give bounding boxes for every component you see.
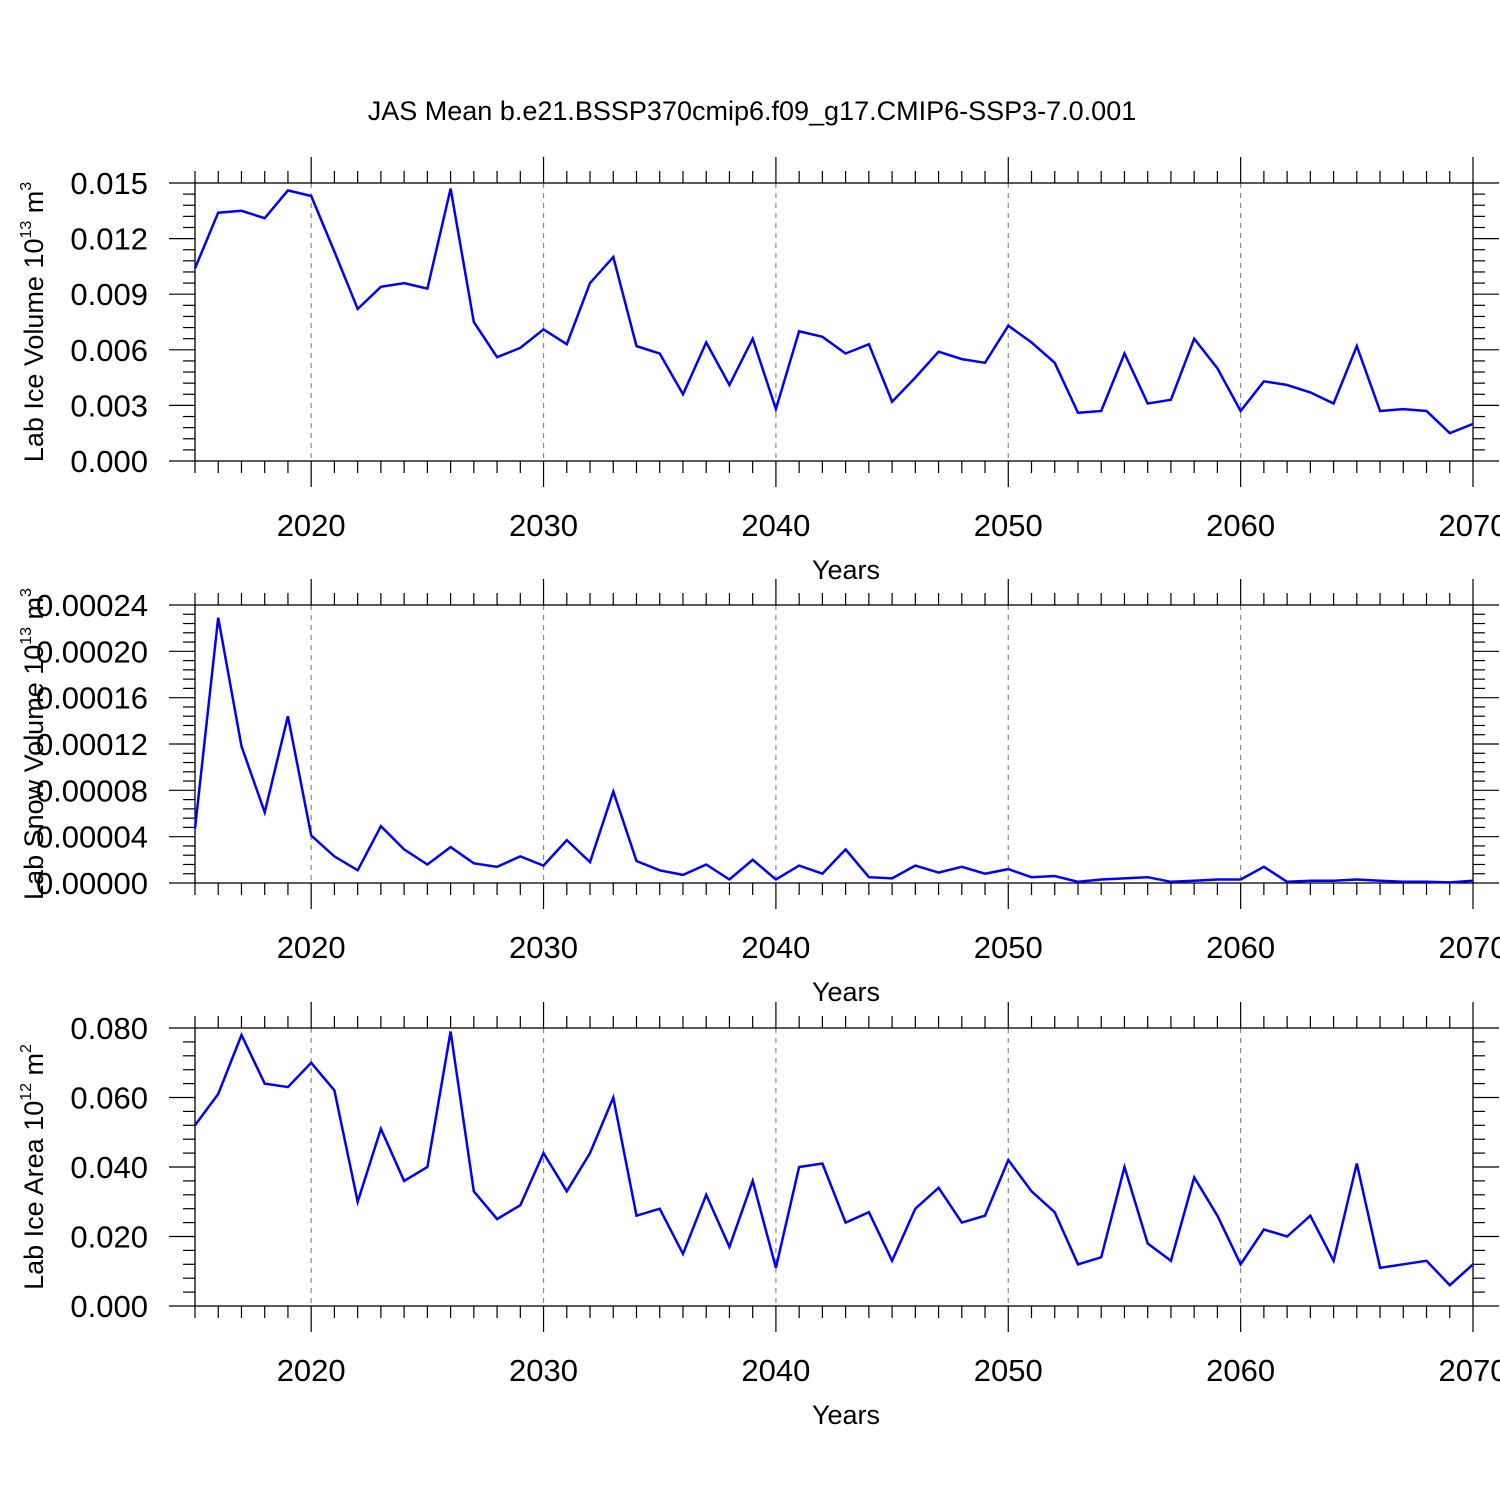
y-tick-label: 0.000 — [70, 444, 148, 479]
ticks — [169, 1002, 1499, 1332]
y-label-main: Lab Ice Area 10 — [19, 1101, 49, 1290]
x-tick-labels: 2020 2030 2040 2050 2060 2070 — [277, 930, 1500, 965]
ticks — [169, 157, 1499, 487]
x-tick-label: 2060 — [1206, 508, 1275, 543]
x-grid — [310, 1028, 1242, 1306]
plot-frame — [194, 1027, 1474, 1307]
figure-title: JAS Mean b.e21.BSSP370cmip6.f09_g17.CMIP… — [368, 96, 1136, 126]
x-tick-label: 2040 — [741, 508, 810, 543]
y-label-exponent: 13 — [18, 627, 35, 645]
series-line-ice-volume — [193, 188, 1474, 435]
y-tick-label: 0.00000 — [36, 866, 148, 901]
x-tick-label: 2040 — [741, 1353, 810, 1388]
y-label-main: Lab Snow Volume 10 — [19, 645, 49, 900]
y-label-unit: m — [19, 1053, 49, 1083]
x-tick-label: 2020 — [277, 1353, 346, 1388]
y-axis-label: Lab Ice Area 1012 m2 — [18, 1044, 49, 1290]
y-tick-label: 0.060 — [70, 1081, 148, 1116]
y-tick-label: 0.000 — [70, 1289, 148, 1324]
y-tick-label: 0.00020 — [36, 634, 148, 669]
y-label-main: Lab Ice Volume 10 — [19, 239, 49, 463]
y-axis-label: Lab Ice Volume 1013 m3 — [18, 182, 49, 462]
y-label-exponent: 12 — [18, 1083, 35, 1101]
y-tick-label: 0.006 — [70, 333, 148, 368]
y-tick-label: 0.00024 — [36, 588, 148, 623]
series-line-ice-area — [193, 1031, 1474, 1287]
x-tick-label: 2070 — [1439, 508, 1500, 543]
y-tick-label: 0.003 — [70, 388, 148, 423]
x-tick-label: 2020 — [277, 508, 346, 543]
x-grid — [310, 605, 1242, 883]
y-tick-label: 0.015 — [70, 166, 148, 201]
y-axis-label: Lab Snow Volume 1013 m3 — [18, 588, 49, 900]
x-tick-label: 2050 — [974, 930, 1043, 965]
y-label-unit: m — [19, 191, 49, 221]
y-tick-label: 0.040 — [70, 1150, 148, 1185]
panel-snow-volume: 0.00000 0.00004 0.00008 0.00012 0.00016 0.000… — [18, 579, 1500, 1007]
plot-frame — [194, 604, 1474, 884]
y-label-unit: m — [19, 597, 49, 627]
y-label-unit-exponent: 3 — [18, 182, 35, 191]
series-line-snow-volume — [193, 617, 1474, 884]
y-tick-label: 0.00004 — [36, 820, 148, 855]
x-tick-label: 2050 — [974, 1353, 1043, 1388]
y-tick-label: 0.009 — [70, 277, 148, 312]
x-tick-label: 2030 — [509, 930, 578, 965]
y-tick-label: 0.00012 — [36, 727, 148, 762]
ticks — [169, 579, 1499, 909]
y-label-unit-exponent: 3 — [18, 588, 35, 597]
y-label-exponent: 13 — [18, 221, 35, 239]
x-tick-labels: 2020 2030 2040 2050 2060 2070 — [277, 508, 1500, 543]
x-tick-label: 2030 — [509, 508, 578, 543]
y-tick-label: 0.012 — [70, 222, 148, 257]
y-tick-label: 0.00016 — [36, 681, 148, 716]
x-tick-label: 2020 — [277, 930, 346, 965]
x-tick-label: 2070 — [1439, 1353, 1500, 1388]
y-tick-labels: 0.00000 0.00004 0.00008 0.00012 0.00016 0.000… — [36, 588, 148, 901]
x-grid — [310, 183, 1242, 461]
x-tick-label: 2050 — [974, 508, 1043, 543]
x-tick-labels: 2020 2030 2040 2050 2060 2070 — [277, 1353, 1500, 1388]
x-tick-label: 2060 — [1206, 1353, 1275, 1388]
x-axis-label: Years — [812, 555, 880, 585]
x-tick-label: 2030 — [509, 1353, 578, 1388]
x-axis-label: Years — [812, 1400, 880, 1430]
y-tick-label: 0.020 — [70, 1220, 148, 1255]
y-label-unit-exponent: 2 — [18, 1044, 35, 1053]
x-tick-label: 2070 — [1439, 930, 1500, 965]
y-tick-label: 0.080 — [70, 1011, 148, 1046]
y-tick-label: 0.00008 — [36, 773, 148, 808]
y-tick-labels: 0.000 0.020 0.040 0.060 0.080 — [70, 1011, 148, 1324]
y-tick-labels: 0.000 0.003 0.006 0.009 0.012 0.015 — [70, 166, 148, 479]
x-tick-label: 2060 — [1206, 930, 1275, 965]
plot-frame — [194, 182, 1474, 462]
x-axis-label: Years — [812, 977, 880, 1007]
x-tick-label: 2040 — [741, 930, 810, 965]
